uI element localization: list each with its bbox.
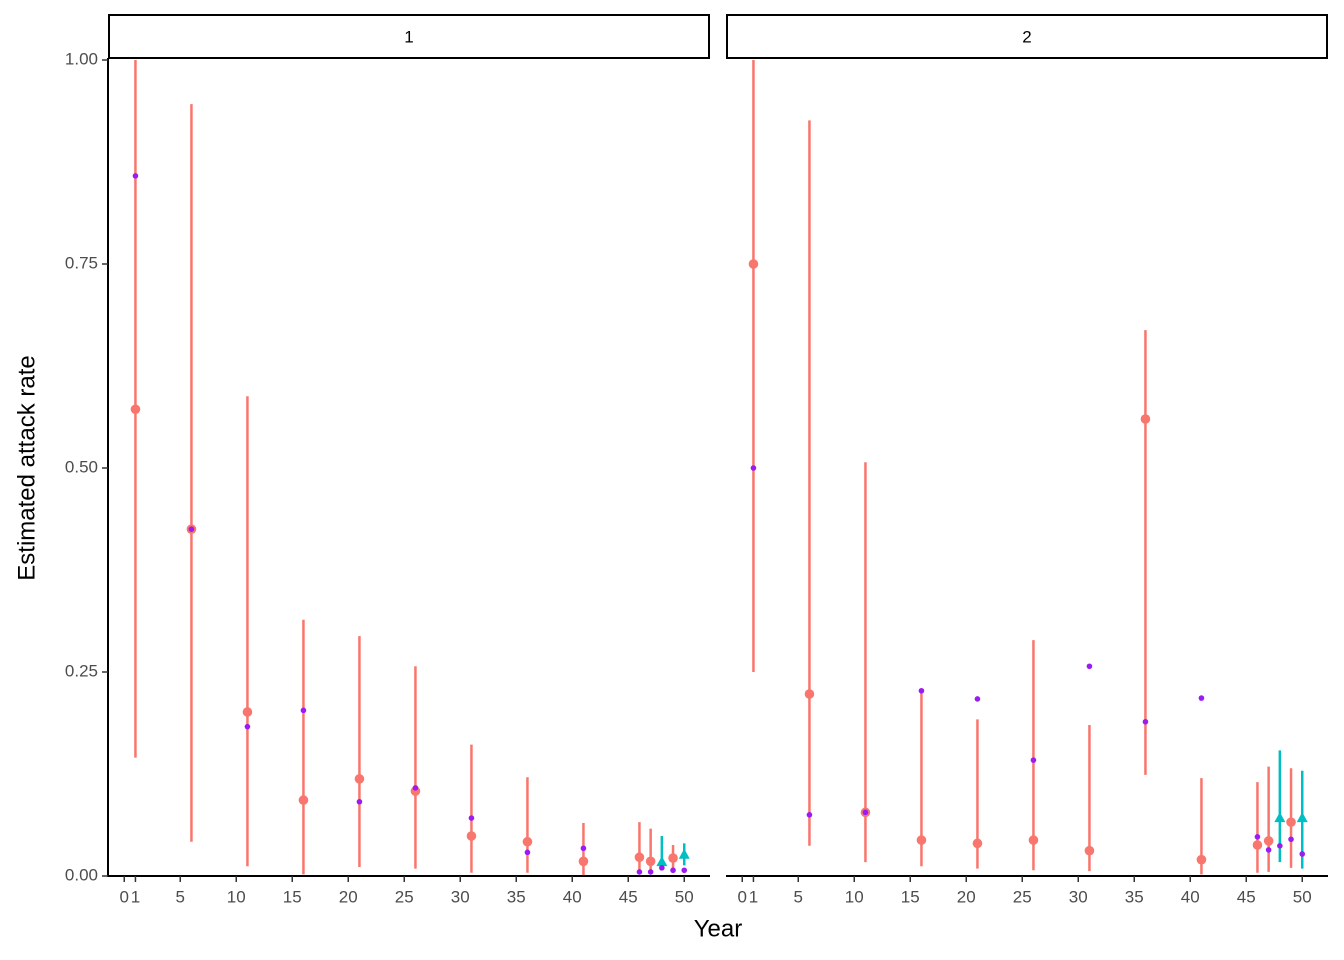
point <box>750 465 757 471</box>
point <box>466 831 477 841</box>
point <box>1142 718 1149 725</box>
point <box>300 707 307 714</box>
x-tick-label: 1 <box>749 887 758 906</box>
y-axis-title: Estimated attack rate <box>13 355 40 580</box>
point <box>130 404 141 415</box>
facet-label: 2 <box>1022 27 1031 46</box>
point <box>862 809 869 816</box>
point <box>918 687 925 694</box>
x-tick-label: 15 <box>283 887 302 906</box>
x-tick-label: 30 <box>451 887 470 906</box>
point <box>974 696 981 702</box>
point <box>670 867 676 874</box>
point <box>659 865 665 871</box>
point <box>647 869 654 875</box>
point <box>668 853 678 863</box>
y-tick-label: 0.75 <box>65 253 98 272</box>
point <box>1140 414 1151 424</box>
x-tick-label: 20 <box>957 887 976 906</box>
point <box>356 798 363 805</box>
x-tick-label: 25 <box>1013 887 1032 906</box>
point <box>244 723 251 730</box>
x-tick-label: 0 <box>738 887 747 906</box>
point <box>1265 847 1272 853</box>
point <box>634 852 645 863</box>
x-tick-label: 35 <box>1125 887 1144 906</box>
y-tick-label: 0.25 <box>65 661 98 680</box>
x-tick-label: 20 <box>339 887 358 906</box>
point <box>298 795 309 805</box>
point <box>1274 812 1286 823</box>
x-tick-label: 30 <box>1069 887 1088 906</box>
point <box>1086 663 1093 670</box>
facet-label: 1 <box>404 27 413 46</box>
point <box>645 856 656 867</box>
point <box>916 835 927 845</box>
y-tick-label: 0.00 <box>65 865 98 884</box>
point <box>1277 843 1283 849</box>
point <box>1030 757 1037 763</box>
x-tick-label: 40 <box>563 887 582 906</box>
point <box>1028 835 1039 845</box>
x-axis-title: Year <box>694 915 743 942</box>
point <box>578 856 589 867</box>
x-tick-label: 1 <box>131 887 140 906</box>
x-tick-label: 5 <box>794 887 803 906</box>
x-tick-label: 5 <box>176 887 185 906</box>
point <box>1263 836 1274 846</box>
point <box>804 689 815 699</box>
point <box>354 774 365 784</box>
point <box>636 869 643 875</box>
x-tick-label: 15 <box>901 887 920 906</box>
point <box>972 838 983 849</box>
x-tick-label: 0 <box>120 887 129 906</box>
point <box>1196 854 1207 865</box>
x-tick-label: 45 <box>619 887 638 906</box>
y-tick-label: 1.00 <box>65 49 98 68</box>
x-tick-label: 10 <box>845 887 864 906</box>
point <box>242 707 253 717</box>
point <box>522 836 533 847</box>
point <box>524 849 531 856</box>
x-tick-label: 25 <box>395 887 414 906</box>
point <box>412 785 419 791</box>
point <box>188 526 195 532</box>
x-tick-label: 35 <box>507 887 526 906</box>
y-tick-label: 0.50 <box>65 457 98 476</box>
point <box>748 259 759 269</box>
point <box>1296 812 1308 823</box>
point <box>580 845 587 852</box>
x-tick-label: 45 <box>1237 887 1256 906</box>
x-tick-label: 50 <box>1293 887 1312 906</box>
point <box>1084 845 1095 856</box>
point <box>1254 834 1261 840</box>
point <box>1286 817 1296 827</box>
facet-strip <box>108 14 710 59</box>
point <box>681 867 688 874</box>
point <box>1198 695 1205 701</box>
point <box>806 812 813 818</box>
x-tick-label: 10 <box>227 887 246 906</box>
point <box>678 848 690 859</box>
point <box>1299 851 1306 857</box>
point <box>656 856 668 867</box>
point <box>468 815 475 821</box>
x-tick-label: 50 <box>675 887 694 906</box>
point <box>1288 836 1294 843</box>
facet-strip <box>726 14 1328 59</box>
point <box>132 173 139 179</box>
x-tick-label: 40 <box>1181 887 1200 906</box>
point <box>1252 840 1263 850</box>
